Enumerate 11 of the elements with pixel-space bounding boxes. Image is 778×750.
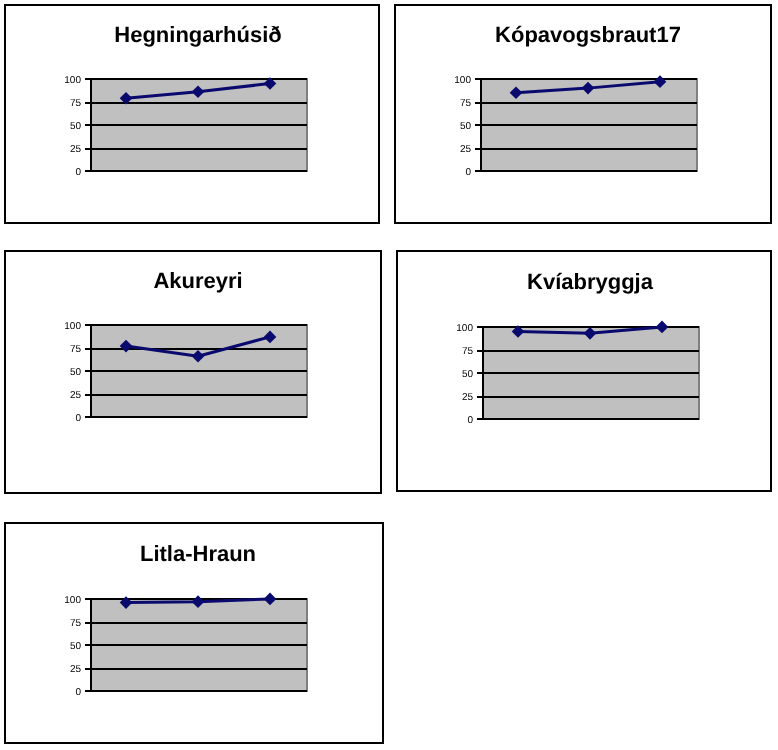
chart-title: Akureyri <box>153 270 243 294</box>
point <box>263 77 277 90</box>
point <box>119 91 133 105</box>
point <box>191 85 205 99</box>
point <box>191 349 205 363</box>
chart-title: Hegningarhúsið <box>114 24 283 48</box>
point <box>263 330 277 344</box>
chart-title: Kópavogsbraut17 <box>495 24 681 48</box>
point <box>119 339 133 353</box>
chart-title: Kvíabryggja <box>527 270 655 295</box>
chart-title: Litla-Hraun <box>139 542 257 567</box>
